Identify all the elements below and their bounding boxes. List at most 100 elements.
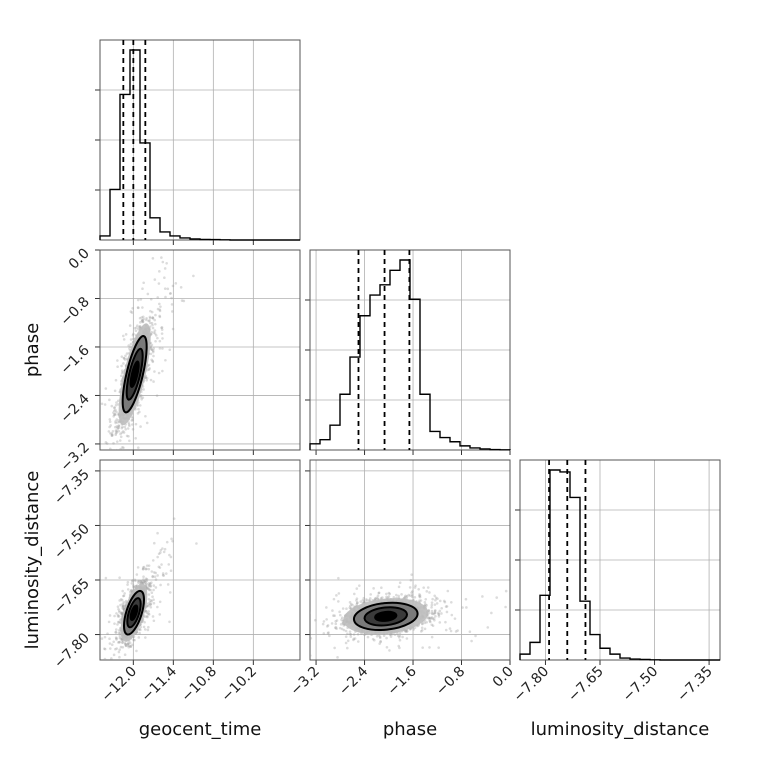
scatter-point (131, 579, 134, 583)
scatter-point (124, 644, 128, 647)
x-tick-label-phase: −2.4 (336, 663, 371, 698)
x-tick-label-luminosity-distance: −7.50 (620, 664, 662, 706)
scatter-point (378, 636, 382, 639)
scatter-point (138, 324, 142, 328)
scatter-point (418, 599, 421, 602)
scatter-point (140, 319, 144, 323)
scatter-point (147, 602, 150, 605)
scatter-point (136, 412, 140, 415)
scatter-point (113, 614, 116, 618)
scatter-point (140, 316, 144, 319)
scatter-point (341, 621, 345, 625)
scatter-point (154, 339, 157, 343)
scatter-point (149, 585, 152, 588)
scatter-point (169, 569, 173, 572)
scatter-point (161, 572, 165, 575)
scatter-point (137, 327, 140, 331)
scatter-point (413, 595, 417, 599)
scatter-point (113, 406, 116, 409)
scatter-point (414, 584, 417, 587)
scatter-point (128, 324, 132, 327)
scatter-point (135, 649, 138, 653)
scatter-point (334, 622, 338, 626)
scatter-point (114, 420, 117, 423)
scatter-point (149, 352, 153, 356)
scatter-point (412, 628, 416, 631)
scatter-point (362, 599, 366, 603)
scatter-point (108, 647, 112, 650)
scatter-point (107, 430, 111, 433)
y-tick-label-phase: −0.8 (57, 294, 92, 329)
scatter-point (113, 622, 116, 625)
scatter-point (425, 603, 428, 607)
scatter-point (395, 593, 398, 597)
scatter-point (129, 310, 133, 313)
scatter-point (174, 196, 177, 199)
scatter-point (342, 624, 346, 627)
scatter-point (147, 612, 150, 616)
scatter-point (397, 585, 401, 589)
scatter-point (169, 292, 172, 295)
scatter-point (129, 645, 132, 648)
scatter-point (427, 616, 431, 620)
scatter-point (398, 631, 402, 635)
scatter-point (120, 371, 124, 375)
scatter-point (115, 612, 118, 615)
scatter-point (168, 292, 172, 295)
scatter-point (440, 606, 443, 610)
scatter-point (116, 426, 119, 429)
scatter-point (433, 609, 437, 613)
scatter-point (367, 598, 371, 602)
scatter-point (440, 612, 443, 615)
scatter-point (121, 446, 124, 449)
scatter-point (314, 618, 317, 622)
scatter-point (430, 616, 434, 619)
scatter-point (141, 320, 145, 323)
scatter-point (115, 431, 119, 434)
scatter-point (121, 604, 125, 608)
scatter-point (398, 646, 401, 650)
scatter-point (108, 425, 111, 429)
scatter-point (355, 601, 359, 605)
scatter-point (151, 350, 155, 354)
scatter-point (122, 356, 126, 360)
scatter-point (433, 594, 436, 598)
histogram-step-geocent-time (99, 49, 300, 241)
scatter-point (379, 639, 382, 643)
scatter-point (420, 626, 424, 630)
scatter-point (149, 584, 152, 588)
scatter-point (160, 256, 163, 259)
scatter-point (118, 576, 121, 580)
scatter-point (157, 565, 161, 569)
scatter-point (148, 315, 152, 319)
scatter-point (163, 267, 167, 270)
scatter-point (413, 586, 417, 589)
scatter-point (115, 429, 118, 433)
scatter-point (101, 673, 104, 676)
scatter-point (116, 421, 119, 424)
scatter-point (344, 641, 348, 645)
scatter-point (437, 613, 441, 616)
y-tick-label-luminosity-distance: −7.80 (51, 630, 93, 672)
scatter-point (376, 597, 380, 600)
scatter-point (363, 633, 366, 637)
scatter-point (150, 330, 153, 334)
scatter-point (365, 598, 368, 601)
scatter-point (163, 287, 167, 290)
scatter-point (131, 418, 135, 422)
scatter-point (435, 602, 439, 605)
scatter-point (167, 563, 171, 566)
scatter-point (351, 603, 354, 607)
y-tick-label-phase: −2.4 (57, 391, 92, 426)
scatter-point (113, 425, 117, 429)
scatter-point (152, 571, 156, 574)
scatter-point (141, 567, 145, 571)
scatter-point (134, 329, 138, 333)
y-tick-label-luminosity-distance: −7.50 (51, 521, 93, 563)
scatter-point (378, 642, 381, 645)
axes-frame (309, 459, 511, 661)
scatter-point (454, 630, 458, 633)
scatter-point (332, 597, 336, 601)
scatter-point (115, 410, 118, 414)
scatter-point (247, 609, 250, 612)
